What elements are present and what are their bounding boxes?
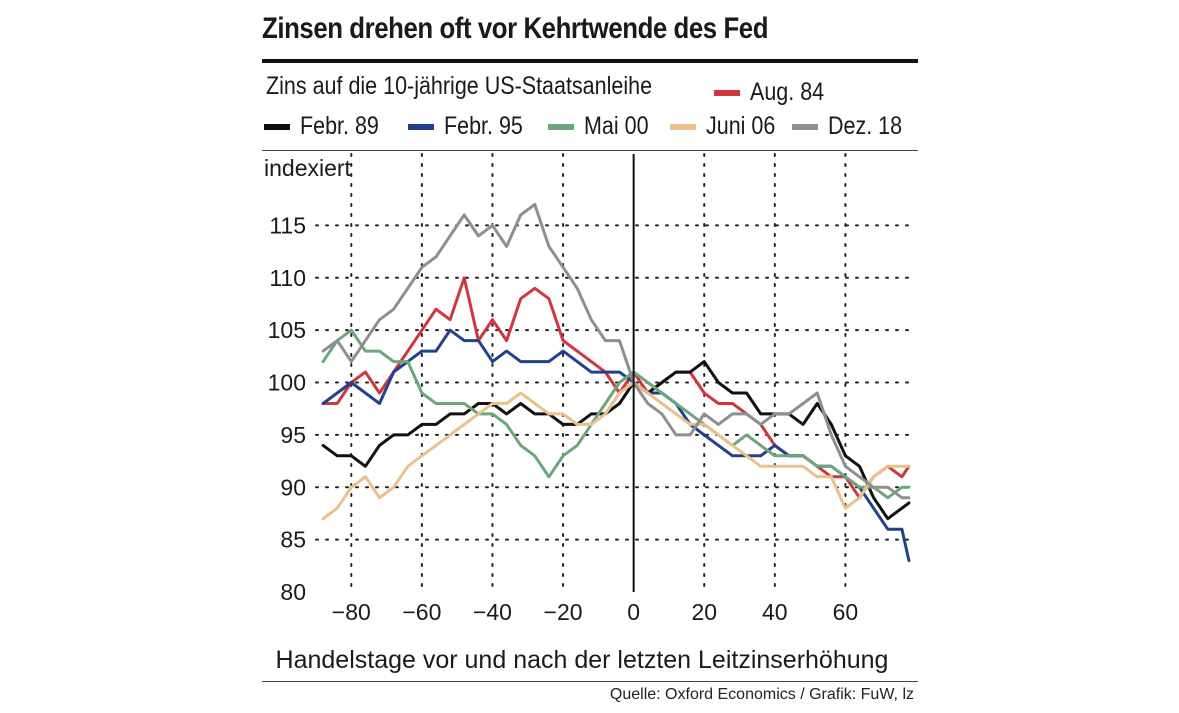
- y-axis-ticks: 80 85 90 95 100 105 110 115: [268, 212, 306, 605]
- title-rule: [262, 59, 918, 63]
- y-tick-label: 95: [280, 422, 306, 448]
- x-tick-label: −40: [473, 599, 512, 625]
- series-line-febr-89: [321, 360, 911, 521]
- x-tick-label: −60: [402, 599, 441, 625]
- legend-label: Dez. 18: [828, 112, 903, 140]
- series-line-mai-00: [321, 328, 911, 500]
- legend-item-juni-06: Juni 06: [670, 112, 787, 141]
- legend-rule: [262, 150, 918, 151]
- legend-item-febr-95: Febr. 95: [408, 112, 536, 141]
- chart-card: Zinsen drehen oft vor Kehrtwende des Fed…: [262, 0, 918, 713]
- y-axis-label: indexiert: [264, 155, 352, 181]
- chart-title: Zinsen drehen oft vor Kehrtwende des Fed: [262, 12, 769, 45]
- y-tick-label: 115: [269, 212, 306, 238]
- x-tick-label: 60: [833, 599, 859, 625]
- legend-swatch: [792, 123, 818, 130]
- x-tick-label: 40: [762, 599, 788, 625]
- legend-item-aug-84: Aug. 84: [714, 78, 836, 107]
- footer-rule: [262, 681, 918, 682]
- y-tick-label: 85: [280, 527, 306, 553]
- y-tick-label: 100: [268, 370, 306, 396]
- legend-swatch: [408, 123, 434, 130]
- legend-swatch: [670, 123, 696, 130]
- legend-item-dez-18: Dez. 18: [792, 112, 914, 141]
- legend-label: Mai 00: [584, 112, 649, 140]
- legend-label: Aug. 84: [750, 78, 825, 106]
- x-tick-label: 0: [627, 599, 640, 625]
- y-tick-label: 110: [269, 265, 306, 291]
- x-tick-label: −80: [332, 599, 371, 625]
- y-tick-label: 90: [280, 474, 306, 500]
- series-line-juni-06: [321, 381, 911, 521]
- series-lines: [321, 203, 911, 563]
- x-tick-label: 20: [691, 599, 717, 625]
- x-tick-label: −20: [544, 599, 583, 625]
- legend-label: Febr. 95: [444, 112, 523, 140]
- series-line-dez-18: [321, 203, 911, 500]
- y-tick-label: 80: [280, 579, 306, 605]
- legend-swatch: [548, 123, 574, 130]
- legend-label: Febr. 89: [300, 112, 379, 140]
- source-note: Quelle: Oxford Economics / Grafik: FuW, …: [609, 686, 914, 703]
- legend-item-febr-89: Febr. 89: [264, 112, 392, 141]
- y-tick-label: 105: [268, 317, 306, 343]
- x-axis-label: Handelstage vor und nach der letzten Lei…: [276, 646, 889, 674]
- x-axis-ticks: −80 −60 −40 −20 0 20 40 60: [332, 599, 858, 625]
- legend-label: Juni 06: [706, 112, 776, 140]
- series-line-febr-95: [321, 328, 911, 563]
- chart-subtitle: Zins auf die 10-jährige US-Staatsanleihe: [266, 72, 653, 100]
- legend-swatch: [264, 123, 290, 130]
- legend-swatch: [714, 89, 740, 96]
- legend-item-mai-00: Mai 00: [548, 112, 659, 141]
- line-chart: indexiert 80 85 90 95 100 105 110 115 −80 −60 −40…: [264, 153, 917, 674]
